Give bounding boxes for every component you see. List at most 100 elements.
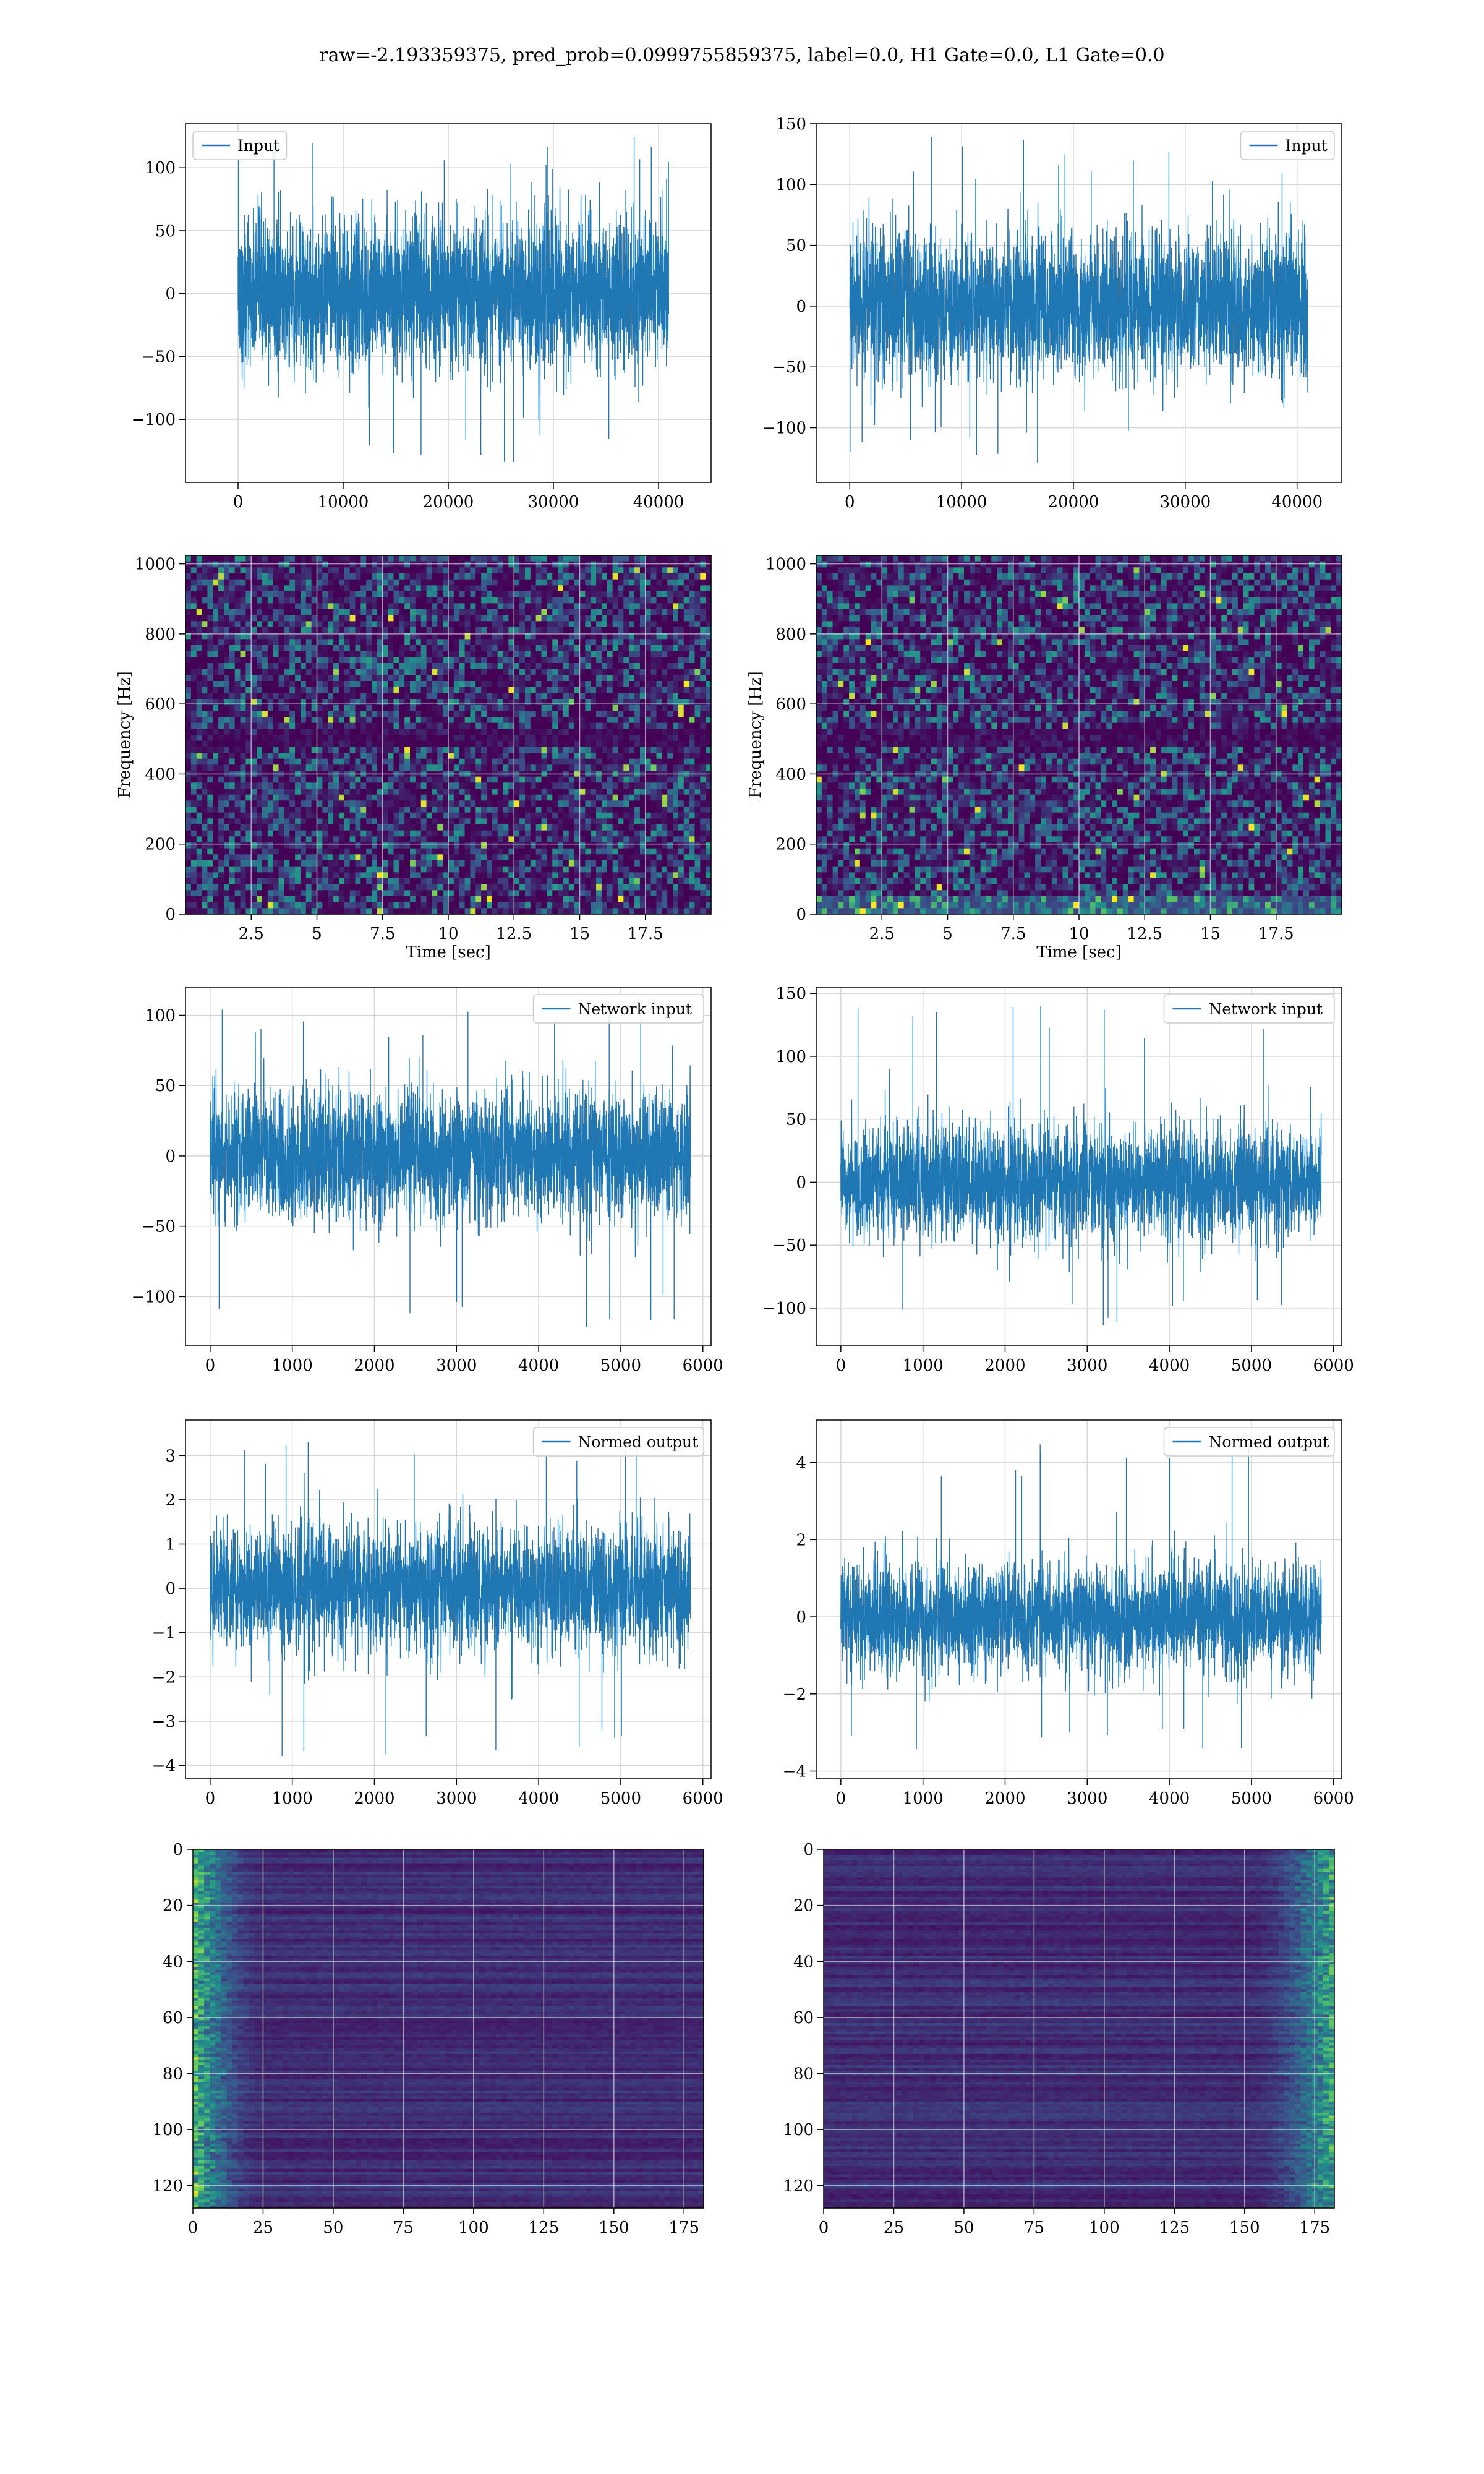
heatmap-cell	[634, 807, 640, 813]
heatmap-cell	[454, 735, 459, 741]
heatmap-cell	[377, 741, 383, 747]
heatmap-cell	[333, 753, 339, 759]
heatmap-cell	[393, 669, 399, 675]
heatmap-cell	[416, 723, 421, 729]
heatmap-cell	[317, 795, 323, 801]
heatmap-cell	[350, 621, 356, 627]
heatmap-cell	[667, 764, 673, 771]
heatmap-cell	[465, 705, 471, 711]
heatmap-cell	[306, 836, 312, 842]
heatmap-cell	[694, 567, 700, 573]
heatmap-cell	[289, 723, 295, 729]
heatmap-cell	[662, 562, 667, 568]
heatmap-cell	[245, 741, 251, 747]
heatmap-cell	[651, 687, 657, 693]
heatmap-cell	[531, 555, 536, 562]
heatmap-cell	[651, 831, 657, 837]
heatmap-cell	[514, 687, 519, 693]
heatmap-cell	[262, 615, 268, 622]
heatmap-cell	[552, 562, 558, 568]
heatmap-cell	[646, 836, 651, 842]
heatmap-cell	[492, 795, 498, 801]
heatmap-cell	[306, 759, 312, 765]
heatmap-cell	[344, 824, 350, 831]
heatmap-cell	[525, 813, 531, 819]
heatmap-cell	[317, 693, 323, 699]
heatmap-cell	[487, 705, 492, 711]
heatmap-cell	[651, 609, 657, 615]
heatmap-cell	[487, 687, 492, 693]
heatmap-cell	[531, 621, 536, 627]
heatmap-cell	[454, 651, 459, 657]
heatmap-cell	[678, 580, 684, 586]
heatmap-cell	[241, 818, 246, 824]
heatmap-cell	[257, 747, 262, 753]
heatmap-cell	[569, 711, 574, 717]
heatmap-cell	[448, 675, 454, 681]
heatmap-cell	[651, 562, 657, 568]
heatmap-cell	[706, 555, 711, 562]
heatmap-cell	[585, 555, 591, 562]
heatmap-cell	[284, 831, 289, 837]
heatmap-cell	[197, 573, 202, 580]
heatmap-cell	[366, 735, 372, 741]
heatmap-cell	[229, 562, 235, 568]
heatmap-cell	[207, 555, 213, 562]
heatmap-cell	[372, 681, 377, 687]
heatmap-cell	[552, 675, 558, 681]
heatmap-cell	[552, 711, 558, 717]
heatmap-cell	[706, 562, 711, 568]
heatmap-cell	[498, 854, 503, 860]
heatmap-cell	[454, 807, 459, 813]
heatmap-cell	[547, 687, 552, 693]
heatmap-cell	[514, 764, 519, 771]
heatmap-cell	[366, 836, 372, 842]
heatmap-cell	[355, 729, 360, 735]
heatmap-cell	[355, 813, 360, 819]
heatmap-cell	[251, 580, 257, 586]
heatmap-cell	[498, 555, 503, 562]
heatmap-cell	[689, 849, 695, 855]
heatmap-cell	[591, 567, 596, 573]
heatmap-cell	[312, 842, 317, 849]
heatmap-cell	[366, 693, 372, 699]
heatmap-cell	[186, 782, 191, 789]
heatmap-cell	[684, 580, 689, 586]
heatmap-cell	[640, 836, 646, 842]
heatmap-cell	[186, 800, 191, 807]
heatmap-cell	[268, 860, 273, 867]
heatmap-cell	[448, 585, 454, 591]
heatmap-cell	[393, 782, 399, 789]
heatmap-cell	[245, 795, 251, 801]
heatmap-cell	[514, 854, 519, 860]
heatmap-cell	[186, 795, 191, 801]
heatmap-cell	[241, 759, 246, 765]
heatmap-cell	[241, 836, 246, 842]
heatmap-cell	[607, 562, 613, 568]
heatmap-cell	[312, 824, 317, 831]
heatmap-cell	[569, 675, 574, 681]
heatmap-cell	[377, 591, 383, 597]
heatmap-cell	[580, 609, 586, 615]
heatmap-cell	[634, 782, 640, 789]
heatmap-cell	[251, 663, 257, 669]
heatmap-cell	[268, 675, 273, 681]
heatmap-cell	[519, 580, 525, 586]
heatmap-cell	[377, 729, 383, 735]
heatmap-cell	[284, 807, 289, 813]
heatmap-cell	[360, 789, 366, 795]
heatmap-cell	[508, 807, 514, 813]
heatmap-cell	[437, 777, 443, 783]
heatmap-cell	[443, 663, 448, 669]
heatmap-cell	[295, 687, 301, 693]
heatmap-cell	[251, 562, 257, 568]
heatmap-cell	[465, 789, 471, 795]
heatmap-cell	[459, 567, 465, 573]
heatmap-cell	[602, 854, 607, 860]
heatmap-cell	[525, 741, 531, 747]
heatmap-cell	[475, 609, 481, 615]
heatmap-cell	[437, 627, 443, 633]
heatmap-cell	[383, 753, 388, 759]
heatmap-cell	[634, 842, 640, 849]
heatmap-cell	[646, 795, 651, 801]
